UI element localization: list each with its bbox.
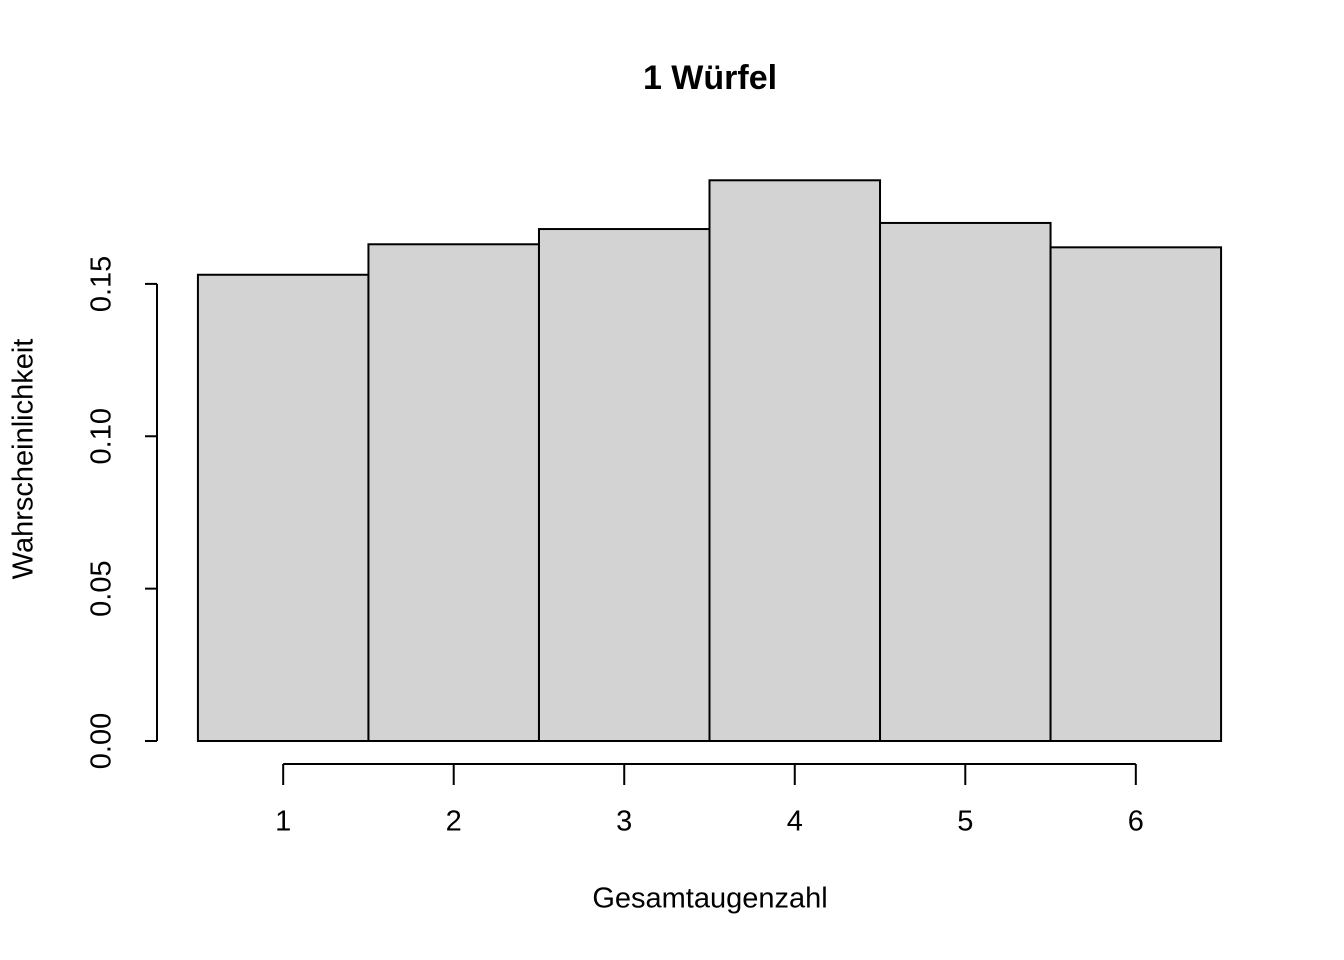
bar — [367, 243, 540, 742]
y-tick-label: 0.05 — [86, 560, 118, 616]
y-axis-label: Wahrscheinlichkeit — [8, 339, 40, 580]
chart-title: 1 Würfel — [643, 59, 777, 97]
x-tick-label: 3 — [616, 806, 632, 838]
bar — [1049, 246, 1223, 742]
bar — [879, 221, 1052, 742]
y-tick-label: 0.10 — [86, 408, 118, 464]
x-tick-label: 4 — [787, 806, 803, 838]
y-tick-label: 0.15 — [86, 256, 118, 312]
x-tick-label: 6 — [1128, 806, 1144, 838]
bar — [708, 179, 882, 742]
bar — [537, 228, 711, 742]
x-tick-label: 1 — [275, 806, 291, 838]
x-tick-label: 2 — [446, 806, 462, 838]
y-tick-label: 0.00 — [86, 713, 118, 769]
x-tick-label: 5 — [957, 806, 973, 838]
bar — [196, 273, 370, 742]
x-axis-label: Gesamtaugenzahl — [592, 883, 827, 915]
